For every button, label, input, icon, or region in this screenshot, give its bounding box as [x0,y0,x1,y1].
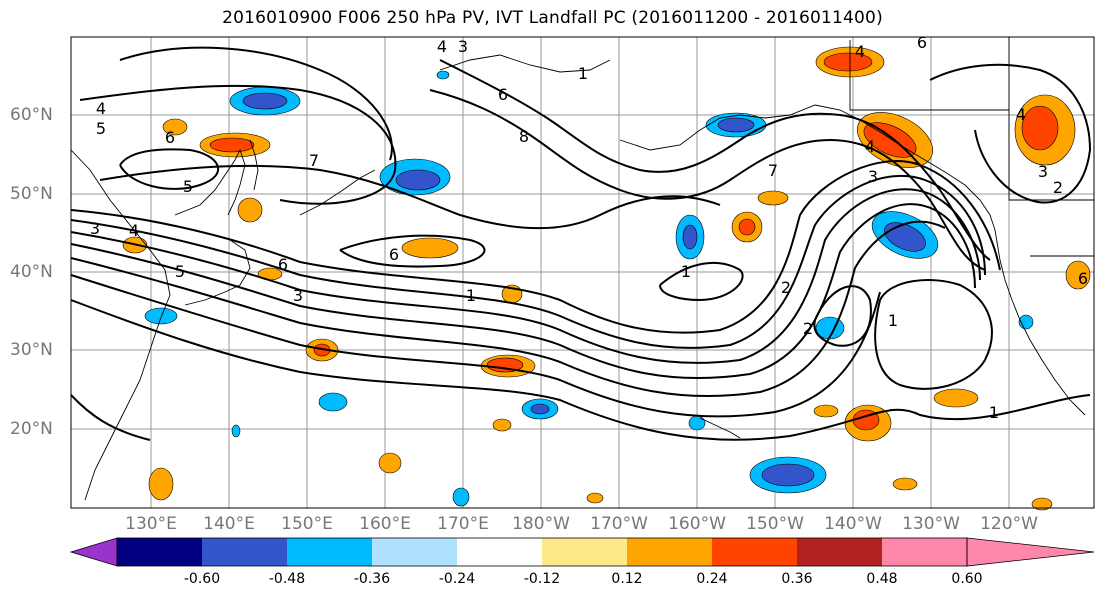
contour-label: 6 [389,245,399,264]
ivt-anomaly-fills [122,46,1091,511]
contour-label: 7 [309,151,319,170]
contour-label: 4 [1016,105,1026,124]
contour-label: 4 [855,42,865,61]
colorbar-segment [457,538,542,566]
contour-label: 3 [90,219,100,238]
contour-label: 4 [96,99,106,118]
contour-label: 2 [781,278,791,297]
pv-contour-labels: 4 3 4 5 6 7 6 8 5 4 3 4 5 6 3 6 1 1 2 2 … [90,33,1088,422]
lat-label: 20°N [10,419,53,439]
contour-label: 6 [1078,269,1088,288]
contour-label: 3 [293,286,303,305]
colorbar [69,537,1095,567]
contour-label: 4 [437,37,447,56]
lon-label: 180°W [512,514,570,534]
map-title: 2016010900 F006 250 hPa PV, IVT Landfall… [222,8,883,28]
colorbar-tick-label: -0.12 [523,571,561,587]
colorbar-segment [287,538,372,566]
lon-label: 160°E [359,514,411,534]
colorbar-tick-label: -0.36 [353,571,391,587]
colorbar-extension-min [69,537,118,567]
colorbar-segment [542,538,627,566]
contour-label: 2 [1053,178,1063,197]
contour-label: 5 [175,262,185,281]
contour-label: 8 [519,127,529,146]
contour-label: 1 [466,286,476,305]
colorbar-segment [372,538,457,566]
contour-label: 3 [868,167,878,186]
colorbar-tick-label: -0.24 [438,571,476,587]
lat-label: 50°N [10,184,53,204]
contour-label: 1 [989,403,999,422]
contour-label: 4 [865,137,875,156]
lon-label: 150°E [281,514,333,534]
lon-label: 150°W [746,514,804,534]
lon-label: 130°E [125,514,177,534]
contour-label: 6 [165,128,175,147]
lon-label: 140°W [824,514,882,534]
contour-label: 3 [1038,162,1048,181]
contour-label: 7 [768,161,778,180]
pv-contours [70,46,1092,441]
colorbar-tick-label: 0.24 [696,571,728,587]
contour-label: 4 [129,221,139,240]
lat-label: 40°N [10,262,53,282]
contour-label: 6 [278,255,288,274]
lon-label: 140°E [203,514,255,534]
contour-label: 2 [803,319,813,338]
map-frame [70,36,1095,509]
contour-label: 6 [498,85,508,104]
colorbar-segment [117,538,202,566]
contour-label: 1 [681,262,691,281]
contour-label: 6 [917,33,927,52]
lat-label: 30°N [10,340,53,360]
contour-label: 5 [96,119,106,138]
lat-label: 60°N [10,105,53,125]
colorbar-tick-label: 0.48 [866,571,898,587]
lon-label: 120°W [980,514,1038,534]
colorbar-extension-max [966,537,1095,567]
colorbar-segment [202,538,287,566]
colorbar-segment [797,538,882,566]
lon-label: 170°E [437,514,489,534]
contour-label: 1 [888,311,898,330]
colorbar-segment [712,538,797,566]
coastlines [70,37,1094,501]
colorbar-tick-label: 0.36 [781,571,813,587]
lon-label: 160°W [668,514,726,534]
colorbar-segment [627,538,712,566]
colorbar-tick-label: -0.48 [268,571,306,587]
colorbar-tick-label: 0.60 [951,571,983,587]
colorbar-tick-label: 0.12 [611,571,643,587]
contour-label: 3 [458,37,468,56]
lon-label: 170°W [590,514,648,534]
colorbar-tick-label: -0.60 [183,571,221,587]
contour-label: 1 [578,64,588,83]
lon-label: 130°W [902,514,960,534]
contour-label: 5 [183,177,193,196]
colorbar-segment [882,538,967,566]
